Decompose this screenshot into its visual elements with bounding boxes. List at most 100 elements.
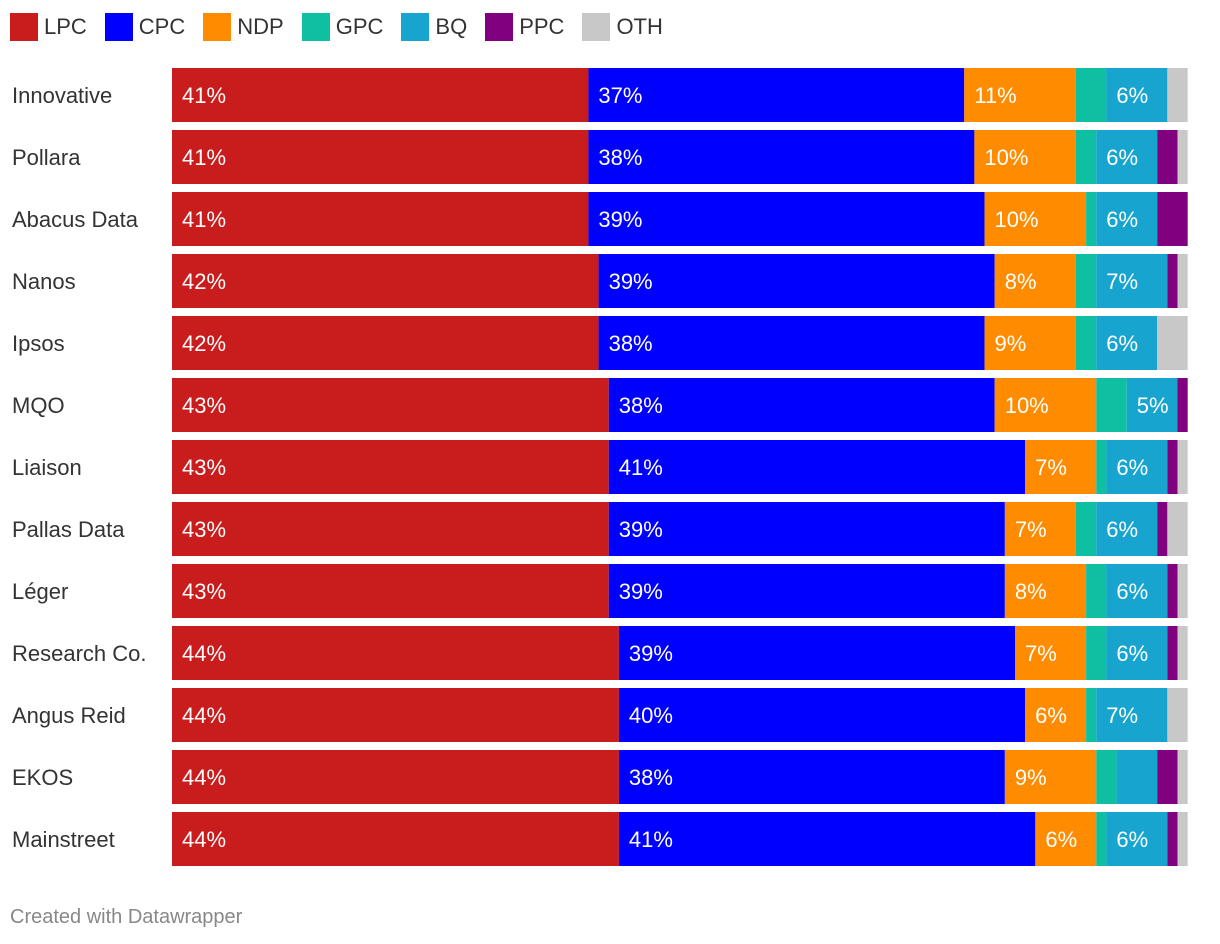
bar-segment-ppc — [1167, 626, 1178, 680]
bar-segment-cpc — [618, 812, 1036, 866]
legend-item-cpc: CPC — [104, 13, 185, 41]
data-label-bq: 6% — [1116, 579, 1148, 604]
bar-segment-lpc — [172, 378, 609, 432]
row-label: Pollara — [12, 145, 81, 170]
legend-label-oth: OTH — [616, 14, 663, 39]
data-label-ndp: 6% — [1035, 703, 1067, 728]
row-label: Mainstreet — [12, 827, 115, 852]
bar-segment-oth — [1177, 626, 1188, 680]
bar-segment-cpc — [608, 440, 1026, 494]
bar-segment-ppc — [1167, 812, 1178, 866]
data-label-cpc: 37% — [598, 83, 642, 108]
bar-segment-lpc — [172, 502, 609, 556]
legend-swatch-cpc — [104, 13, 133, 41]
bar-segment-oth — [1167, 688, 1188, 742]
bar-segment-oth — [1177, 254, 1188, 308]
data-label-ndp: 8% — [1005, 269, 1037, 294]
bar-segment-cpc — [618, 688, 1026, 742]
data-label-ndp: 8% — [1015, 579, 1047, 604]
bar-segment-cpc — [588, 68, 965, 122]
data-label-bq: 6% — [1116, 455, 1148, 480]
bar-segment-bq — [1106, 564, 1168, 618]
bar-segment-ppc — [1157, 130, 1178, 184]
bar-segment-ndp — [994, 378, 1097, 432]
data-label-ndp: 9% — [995, 331, 1027, 356]
bar-segment-bq — [1116, 750, 1158, 804]
bar-segment-gpc — [1086, 564, 1107, 618]
data-label-cpc: 38% — [629, 765, 673, 790]
bar-segment-gpc — [1096, 812, 1107, 866]
bar-segment-oth — [1177, 564, 1188, 618]
data-label-ndp: 10% — [1005, 393, 1049, 418]
bar-segment-bq — [1106, 626, 1168, 680]
bar-segment-ndp — [1004, 564, 1087, 618]
data-label-ndp: 10% — [984, 145, 1028, 170]
bar-segment-gpc — [1096, 750, 1117, 804]
bar-segment-ppc — [1177, 378, 1188, 432]
bar-segment-oth — [1177, 812, 1188, 866]
bar-segment-lpc — [172, 564, 609, 618]
bar-segment-cpc — [598, 254, 995, 308]
bar-segment-oth — [1167, 68, 1188, 122]
bar-segment-cpc — [608, 564, 1005, 618]
data-label-bq: 7% — [1106, 703, 1138, 728]
data-label-ndp: 10% — [995, 207, 1039, 232]
row-label: Pallas Data — [12, 517, 125, 542]
legend-swatch-lpc — [10, 13, 38, 41]
footer-credit: Created with Datawrapper — [10, 906, 243, 928]
data-label-lpc: 44% — [182, 703, 226, 728]
data-label-cpc: 39% — [619, 579, 663, 604]
data-label-cpc: 41% — [629, 827, 673, 852]
data-label-cpc: 39% — [629, 641, 673, 666]
bar-segment-ndp — [1004, 502, 1076, 556]
legend-swatch-oth — [582, 13, 611, 41]
legend-swatch-ndp — [203, 13, 232, 41]
data-label-lpc: 41% — [182, 83, 226, 108]
row-label: Angus Reid — [12, 703, 126, 728]
bar-segment-gpc — [1086, 688, 1097, 742]
bar-segment-gpc — [1086, 192, 1097, 246]
bar-segment-bq — [1106, 440, 1168, 494]
data-label-cpc: 40% — [629, 703, 673, 728]
data-label-cpc: 38% — [619, 393, 663, 418]
bar-segment-lpc — [172, 68, 589, 122]
bar-segment-gpc — [1096, 440, 1107, 494]
bar-segment-lpc — [172, 316, 599, 370]
bar-segment-cpc — [618, 750, 1005, 804]
bar-segment-bq — [1096, 130, 1158, 184]
bar-segment-bq — [1126, 378, 1178, 432]
data-label-bq: 7% — [1106, 269, 1138, 294]
bar-segment-gpc — [1075, 502, 1097, 556]
data-label-cpc: 39% — [619, 517, 663, 542]
data-label-ndp: 7% — [1025, 641, 1057, 666]
bar-segment-bq — [1096, 254, 1168, 308]
bar-segment-oth — [1177, 440, 1188, 494]
bar-segment-gpc — [1075, 254, 1097, 308]
bar-segment-oth — [1157, 316, 1188, 370]
data-label-cpc: 39% — [598, 207, 642, 232]
bar-segment-ppc — [1157, 192, 1188, 246]
data-label-lpc: 44% — [182, 827, 226, 852]
bar-segment-ndp — [994, 254, 1076, 308]
legend-swatch-ppc — [485, 13, 514, 41]
bar-segment-cpc — [608, 502, 1005, 556]
data-label-lpc: 44% — [182, 765, 226, 790]
bar-segment-bq — [1096, 192, 1158, 246]
bar-segment-bq — [1096, 502, 1158, 556]
data-label-cpc: 41% — [619, 455, 663, 480]
bar-segment-lpc — [172, 812, 619, 866]
row-label: Léger — [12, 579, 68, 604]
data-label-lpc: 42% — [182, 269, 226, 294]
bar-segment-cpc — [588, 130, 975, 184]
data-label-ndp: 7% — [1035, 455, 1067, 480]
legend-label-lpc: LPC — [44, 14, 87, 39]
bar-segment-ndp — [984, 316, 1076, 370]
bar-segment-ndp — [964, 68, 1076, 122]
data-label-lpc: 43% — [182, 517, 226, 542]
legend-swatch-gpc — [301, 13, 330, 41]
legend-label-ndp: NDP — [237, 14, 284, 39]
row-label: Ipsos — [12, 331, 65, 356]
bar-segment-bq — [1106, 68, 1168, 122]
data-label-lpc: 41% — [182, 207, 226, 232]
bar-segment-bq — [1096, 316, 1158, 370]
